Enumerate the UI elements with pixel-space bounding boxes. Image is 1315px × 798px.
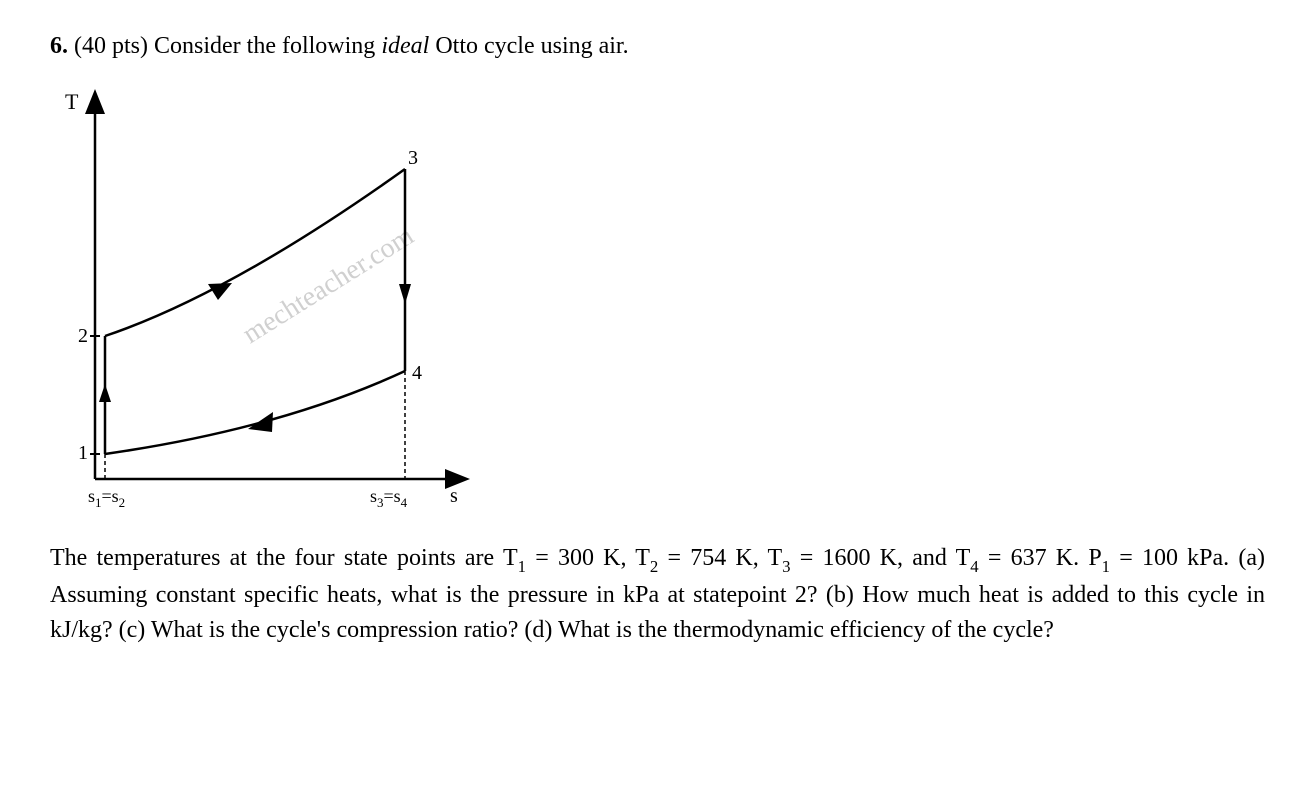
sub-t3: 3: [782, 557, 790, 576]
sub-t2: 2: [650, 557, 658, 576]
intro-text-2: Otto cycle using air.: [429, 33, 628, 59]
process-4-1: [105, 371, 405, 454]
arrow-3-4: [399, 284, 411, 304]
sub-t4: 4: [970, 557, 978, 576]
ts-diagram: mechteacher.com T s 1 2 3: [50, 84, 1265, 521]
arrow-4-1: [248, 412, 273, 432]
body-p2: = 300 K, T: [526, 545, 650, 571]
body-p4: = 1600 K, and T: [791, 545, 971, 571]
question-points: (40 pts): [74, 33, 148, 59]
xtick-label-right: s3=s4: [370, 486, 408, 510]
x-axis-label: s: [450, 485, 458, 507]
question-number: 6.: [50, 33, 68, 59]
arrow-1-2: [99, 384, 111, 402]
sub-t1: 1: [518, 557, 526, 576]
label-4: 4: [412, 362, 422, 384]
label-2: 2: [78, 325, 88, 347]
watermark-text: mechteacher.com: [237, 220, 419, 350]
body-p1: The temperatures at the four state point…: [50, 545, 518, 571]
intro-text-1: Consider the following: [154, 33, 381, 59]
arrow-2-3: [208, 283, 232, 300]
body-p3: = 754 K, T: [658, 545, 782, 571]
question-header: 6. (40 pts) Consider the following ideal…: [50, 30, 1265, 64]
body-p5: = 637 K. P: [979, 545, 1102, 571]
otto-cycle-svg: mechteacher.com T s 1 2 3: [50, 84, 470, 514]
label-3: 3: [408, 147, 418, 169]
sub-p1: 1: [1102, 557, 1110, 576]
y-axis-label: T: [65, 89, 79, 114]
xtick-label-left: s1=s2: [88, 486, 125, 510]
label-1: 1: [78, 442, 88, 464]
ideal-word: ideal: [381, 33, 429, 59]
question-body: The temperatures at the four state point…: [50, 541, 1265, 648]
